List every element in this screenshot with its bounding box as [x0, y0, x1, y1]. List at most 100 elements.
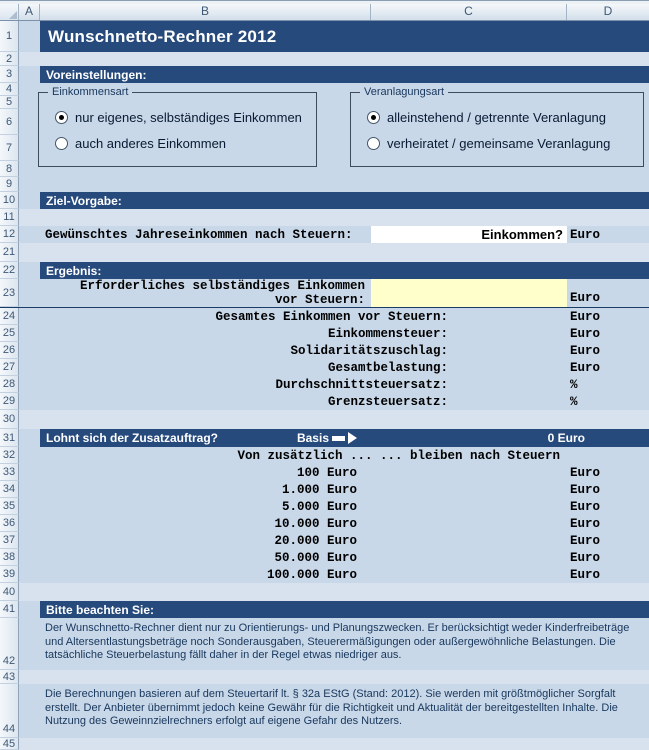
radio-button-icon[interactable]	[367, 136, 380, 150]
row-header-41[interactable]: 41	[0, 601, 19, 618]
row-header-34[interactable]: 34	[0, 481, 19, 498]
radio-button-icon[interactable]	[367, 110, 380, 124]
page-title: Wunschnetto-Rechner 2012	[40, 21, 649, 52]
row-header-40[interactable]: 40	[0, 583, 19, 601]
row-header-38[interactable]: 38	[0, 549, 19, 566]
row-header-24[interactable]: 24	[0, 308, 19, 325]
row-header-30[interactable]: 30	[0, 410, 19, 429]
zusatz-amount: 20.000 Euro	[274, 533, 357, 548]
required-income-label: Erforderliches selbständiges Einkommen v…	[79, 279, 365, 307]
radio-option-verheiratet[interactable]: verheiratet / gemeinsame Veranlagung	[367, 136, 643, 151]
section-heading-hinweise: Bitte beachten Sie:	[40, 601, 649, 618]
income-unit: Euro	[570, 227, 601, 242]
row-44: 44 Die Berechnungen basieren auf dem Ste…	[0, 684, 649, 738]
radio-button-icon[interactable]	[55, 136, 68, 150]
row-26: 26 Solidaritätszuschlag: Euro	[0, 342, 649, 359]
row-header-11[interactable]: 11	[0, 209, 19, 226]
row-header-7[interactable]: 7	[0, 135, 19, 161]
row-43: 43	[0, 670, 649, 684]
row-37: 37 20.000 Euro Euro	[0, 532, 649, 549]
einkommensart-legend: Einkommensart	[48, 86, 133, 98]
row-header-25[interactable]: 25	[0, 325, 19, 342]
radio-option-alleinstehend[interactable]: alleinstehend / getrennte Veranlagung	[367, 110, 643, 125]
result-unit: Euro	[570, 360, 601, 375]
row-11: 11	[0, 209, 649, 226]
row-header-27[interactable]: 27	[0, 359, 19, 376]
row-22: 22 Ergebnis:	[0, 262, 649, 279]
zusatz-unit: Euro	[570, 516, 601, 531]
result-label: Solidaritätszuschlag:	[290, 343, 448, 358]
row-1: 1 Wunschnetto-Rechner 2012	[0, 21, 649, 52]
select-all-corner[interactable]	[0, 4, 19, 20]
row-header-26[interactable]: 26	[0, 342, 19, 359]
row-38: 38 50.000 Euro Euro	[0, 549, 649, 566]
row-header-22[interactable]: 22	[0, 262, 19, 279]
row-40: 40	[0, 583, 649, 601]
row-header-5[interactable]: 5	[0, 96, 19, 109]
zusatz-unit: Euro	[570, 567, 601, 582]
desired-income-label: Gewünschtes Jahreseinkommen nach Steuern…	[45, 227, 353, 242]
income-input-cell[interactable]: Einkommen?	[371, 226, 567, 243]
row-42: 42 Der Wunschnetto-Rechner dient nur zu …	[0, 618, 649, 670]
radio-button-icon[interactable]	[55, 110, 68, 124]
row-header-39[interactable]: 39	[0, 566, 19, 583]
row-30: 30	[0, 410, 649, 429]
result-unit: Euro	[570, 326, 601, 341]
zusatz-amount: 100 Euro	[296, 465, 357, 480]
row-header-45[interactable]: 45	[0, 738, 19, 750]
result-label: Gesamtes Einkommen vor Steuern:	[215, 309, 448, 324]
row-header-32[interactable]: 32	[0, 447, 19, 464]
row-header-21[interactable]: 21	[0, 243, 19, 262]
row-header-10[interactable]: 10	[0, 192, 19, 209]
result-label: Durchschnittsteuersatz:	[275, 377, 448, 392]
row-9: 9	[0, 177, 649, 192]
window-top-strip	[0, 0, 649, 4]
row-header-4[interactable]: 4	[0, 83, 19, 96]
row-header-33[interactable]: 33	[0, 464, 19, 481]
row-header-36[interactable]: 36	[0, 515, 19, 532]
row-header-3[interactable]: 3	[0, 66, 19, 83]
column-header-b[interactable]: B	[40, 4, 371, 20]
radio-option-anderes-einkommen[interactable]: auch anderes Einkommen	[55, 136, 316, 151]
radio-option-eigenes-einkommen[interactable]: nur eigenes, selbständiges Einkommen	[55, 110, 316, 125]
column-header-d[interactable]: D	[603, 4, 613, 18]
row-header-37[interactable]: 37	[0, 532, 19, 549]
zusatz-unit: Euro	[570, 465, 601, 480]
zusatz-unit: Euro	[570, 499, 601, 514]
row-header-29[interactable]: 29	[0, 393, 19, 410]
row-header-12[interactable]: 12	[0, 226, 19, 243]
required-income-result-cell	[371, 279, 567, 307]
zusatz-amount: 50.000 Euro	[274, 550, 357, 565]
row-29: 29 Grenzsteuersatz: %	[0, 393, 649, 410]
row-header-1[interactable]: 1	[0, 21, 19, 52]
result-label: Gesamtbelastung:	[327, 360, 448, 375]
row-header-9[interactable]: 9	[0, 177, 19, 192]
row-32: 32 Von zusätzlich ... ... bleiben nach S…	[0, 447, 649, 464]
row-header-44[interactable]: 44	[0, 684, 19, 738]
row-header-2[interactable]: 2	[0, 52, 19, 66]
column-header-c[interactable]: C	[371, 4, 567, 20]
row-header-42[interactable]: 42	[0, 618, 19, 670]
basis-arrow-icon	[332, 435, 345, 441]
income-input-value: Einkommen?	[481, 227, 563, 242]
row-header-6[interactable]: 6	[0, 109, 19, 135]
zusatz-amount: 1.000 Euro	[281, 482, 357, 497]
row-header-8[interactable]: 8	[0, 161, 19, 177]
row-12: 12 Gewünschtes Jahreseinkommen nach Steu…	[0, 226, 649, 243]
row-header-31[interactable]: 31	[0, 429, 19, 447]
result-unit: %	[570, 377, 578, 392]
column-header-a[interactable]: A	[19, 4, 40, 20]
veranlagungsart-groupbox: Veranlagungsart alleinstehend / getrennt…	[350, 86, 644, 167]
row-34: 34 1.000 Euro Euro	[0, 481, 649, 498]
required-income-unit: Euro	[570, 291, 601, 305]
row-25: 25 Einkommensteuer: Euro	[0, 325, 649, 342]
row-39: 39 100.000 Euro Euro	[0, 566, 649, 583]
row-24: 24 Gesamtes Einkommen vor Steuern: Euro	[0, 308, 649, 325]
disclaimer-paragraph-1: Der Wunschnetto-Rechner dient nur zu Ori…	[45, 622, 630, 661]
veranlagungsart-legend: Veranlagungsart	[360, 86, 449, 98]
row-3: 3 Voreinstellungen:	[0, 66, 649, 83]
row-header-28[interactable]: 28	[0, 376, 19, 393]
row-header-35[interactable]: 35	[0, 498, 19, 515]
row-header-23[interactable]: 23	[0, 279, 19, 307]
row-header-43[interactable]: 43	[0, 670, 19, 684]
